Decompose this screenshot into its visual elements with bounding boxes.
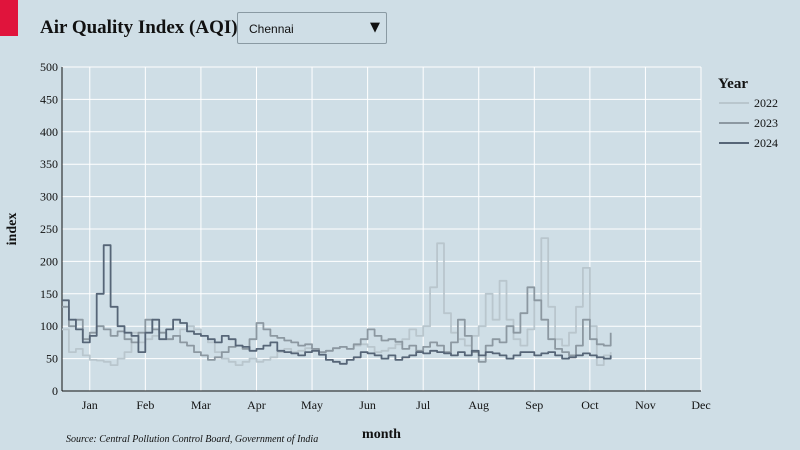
source-note: Source: Central Pollution Control Board,… bbox=[66, 434, 319, 445]
y-tick-label: 200 bbox=[40, 254, 58, 268]
y-tick-label: 100 bbox=[40, 319, 58, 333]
x-tick-label: Jan bbox=[82, 398, 98, 412]
y-tick-label: 150 bbox=[40, 287, 58, 301]
x-tick-label: Oct bbox=[581, 398, 599, 412]
city-select[interactable]: Chennai ▼ bbox=[237, 12, 387, 44]
y-tick-label: 400 bbox=[40, 125, 58, 139]
x-tick-label: Jun bbox=[359, 398, 376, 412]
brand-accent-bar bbox=[0, 0, 18, 36]
legend-label-2023: 2023 bbox=[754, 116, 778, 130]
y-tick-label: 50 bbox=[46, 352, 58, 366]
x-tick-label: Dec bbox=[691, 398, 710, 412]
x-tick-label: Sep bbox=[525, 398, 543, 412]
city-select-value: Chennai bbox=[249, 22, 294, 36]
series-line-2022 bbox=[62, 237, 612, 366]
y-tick-label: 0 bbox=[52, 384, 58, 398]
x-tick-label: Aug bbox=[468, 398, 489, 412]
x-axis-title: month bbox=[362, 427, 401, 442]
x-tick-label: Jul bbox=[416, 398, 431, 412]
y-axis-title: index bbox=[5, 213, 20, 246]
y-tick-label: 350 bbox=[40, 157, 58, 171]
x-tick-label: Apr bbox=[247, 398, 266, 412]
legend-title: Year bbox=[718, 76, 748, 92]
x-tick-label: Nov bbox=[635, 398, 656, 412]
y-tick-label: 450 bbox=[40, 92, 58, 106]
page-title: Air Quality Index (AQI): bbox=[40, 17, 244, 38]
series-line-2023 bbox=[62, 286, 612, 363]
x-tick-label: Mar bbox=[191, 398, 211, 412]
series-line-2024 bbox=[62, 244, 612, 365]
triangle-down-icon: ▼ bbox=[370, 20, 380, 35]
y-tick-label: 250 bbox=[40, 222, 58, 236]
legend-label-2024: 2024 bbox=[754, 136, 778, 150]
y-tick-label: 500 bbox=[40, 60, 58, 74]
legend-label-2022: 2022 bbox=[754, 96, 778, 110]
x-tick-label: Feb bbox=[136, 398, 154, 412]
y-tick-label: 300 bbox=[40, 190, 58, 204]
x-tick-label: May bbox=[301, 398, 323, 412]
